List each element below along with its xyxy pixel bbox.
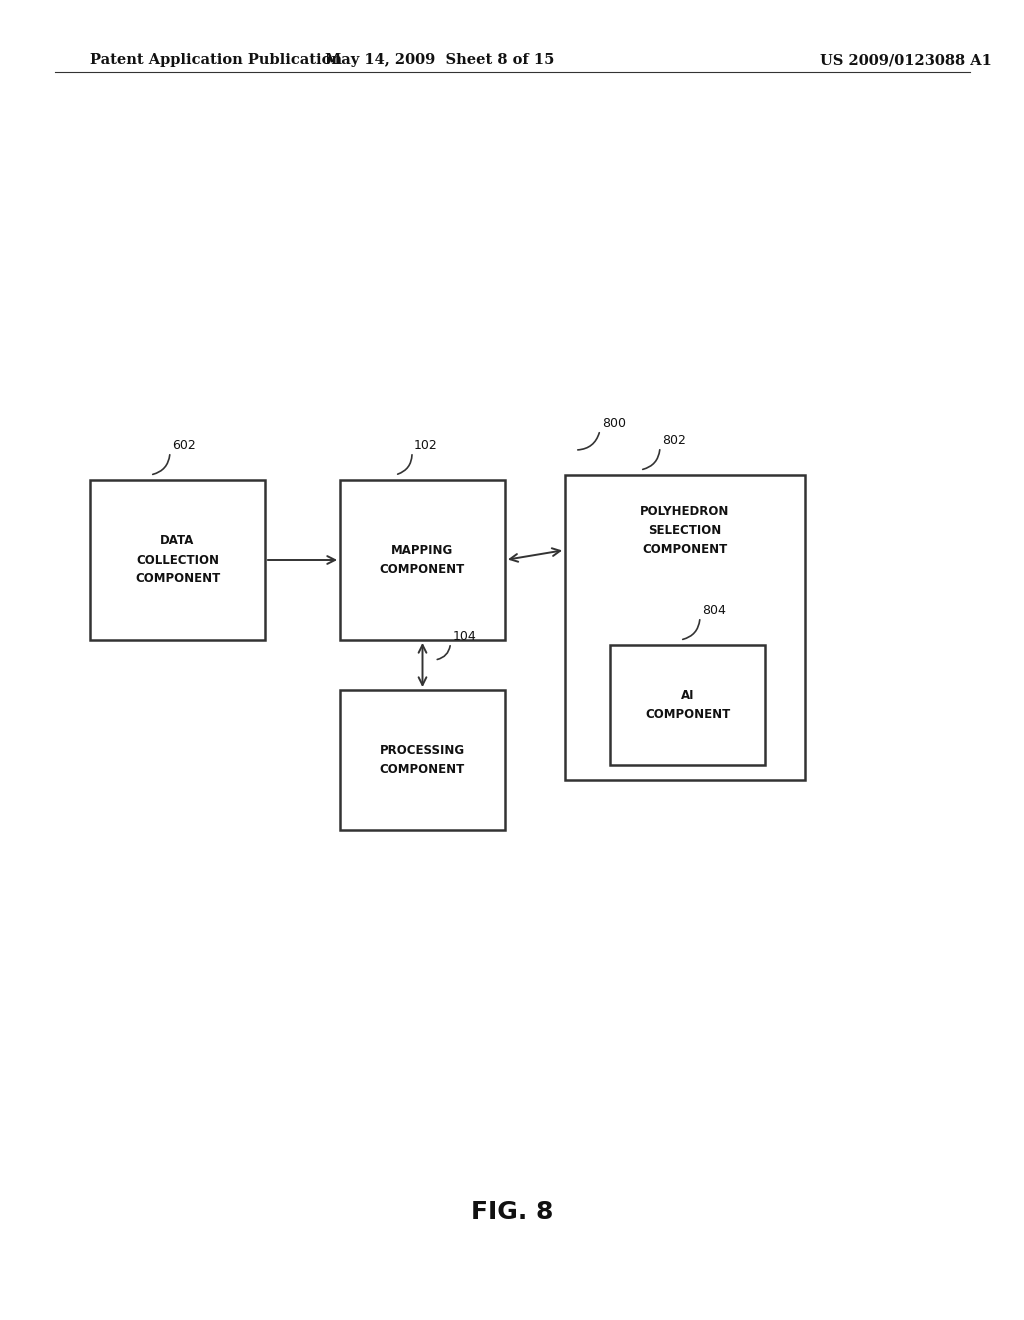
Bar [90,480,265,640]
Text: PROCESSING
COMPONENT: PROCESSING COMPONENT [380,744,465,776]
Text: POLYHEDRON
SELECTION
COMPONENT: POLYHEDRON SELECTION COMPONENT [640,506,730,556]
Bar [565,475,805,780]
Bar [610,645,765,766]
Text: US 2009/0123088 A1: US 2009/0123088 A1 [820,53,992,67]
Text: Patent Application Publication: Patent Application Publication [90,53,342,67]
Text: May 14, 2009  Sheet 8 of 15: May 14, 2009 Sheet 8 of 15 [326,53,555,67]
Bar [340,480,505,640]
Text: 602: 602 [172,440,196,451]
Text: 802: 802 [662,434,686,447]
Text: 102: 102 [414,440,437,451]
Text: FIG. 8: FIG. 8 [471,1200,553,1224]
Text: AI
COMPONENT: AI COMPONENT [645,689,730,721]
Bar [340,690,505,830]
Text: MAPPING
COMPONENT: MAPPING COMPONENT [380,544,465,576]
Text: 800: 800 [602,417,626,430]
Text: 104: 104 [453,630,476,643]
Text: 804: 804 [702,605,726,616]
Text: DATA
COLLECTION
COMPONENT: DATA COLLECTION COMPONENT [135,535,220,586]
